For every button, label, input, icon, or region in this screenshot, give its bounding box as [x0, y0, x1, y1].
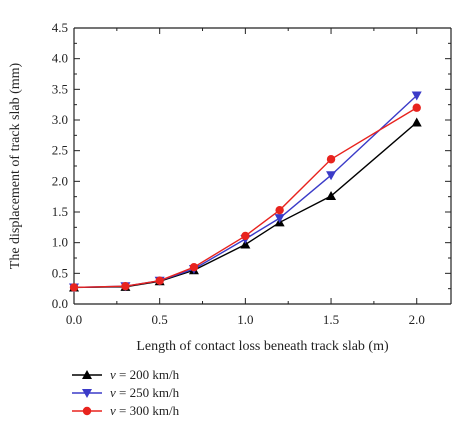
- y-tick-label: 1.5: [52, 204, 68, 219]
- data-point: [155, 276, 164, 285]
- data-point: [69, 283, 79, 292]
- data-point: [241, 231, 250, 241]
- y-tick-label: 0.0: [52, 296, 68, 311]
- legend-marker: [82, 370, 92, 379]
- legend-value: = 200 km/h: [116, 367, 180, 382]
- data-point: [189, 263, 199, 272]
- legend-label: v = 300 km/h: [110, 403, 180, 418]
- data-point: [412, 103, 421, 112]
- series-2: [69, 91, 422, 293]
- y-tick-label: 2.5: [52, 143, 68, 158]
- legend-value: = 300 km/h: [116, 403, 180, 418]
- y-tick-label: 3.5: [52, 81, 68, 96]
- data-point: [240, 239, 251, 249]
- data-point: [411, 117, 422, 127]
- legend-item-3: v = 300 km/h: [72, 403, 180, 418]
- x-tick-label: 1.5: [323, 312, 339, 327]
- data-point: [326, 155, 336, 164]
- x-tick-label: 0.5: [152, 312, 168, 327]
- data-point: [274, 214, 285, 224]
- plot-axes: 0.0 0.5 1.0 1.5 2.0 2.5 3.0 3.5 4.0 4.5 0.0 0.5 1.0 1…: [52, 20, 452, 327]
- y-tick-label: 4.0: [52, 51, 68, 66]
- series-line: [73, 107, 418, 289]
- legend-variable: v: [110, 385, 116, 400]
- data-point: [275, 205, 284, 215]
- legend-marker: [82, 406, 92, 416]
- data-point: [121, 282, 130, 291]
- x-axis-label: Length of contact loss beneath track sla…: [136, 339, 389, 354]
- series-1: [69, 117, 422, 292]
- data-point: [326, 171, 337, 181]
- legend-label: v = 250 km/h: [110, 385, 180, 400]
- series-line: [73, 94, 418, 289]
- y-tick-label: 1.0: [52, 235, 68, 250]
- legend-marker: [82, 389, 92, 398]
- legend-variable: v: [110, 403, 116, 418]
- series-3: [69, 103, 421, 292]
- series-layer: [69, 91, 422, 293]
- chart-legend: v = 200 km/hv = 250 km/hv = 300 km/h: [72, 367, 180, 418]
- y-axis-label: The displacement of track slab (mm): [8, 62, 23, 269]
- data-point: [326, 191, 337, 201]
- y-tick-label: 4.5: [52, 20, 68, 35]
- legend-item-1: v = 200 km/h: [72, 367, 180, 382]
- legend-variable: v: [110, 367, 116, 382]
- x-tick-label: 1.0: [237, 312, 253, 327]
- x-tick-label: 2.0: [409, 312, 425, 327]
- series-line: [73, 121, 418, 289]
- legend-label: v = 200 km/h: [110, 367, 180, 382]
- x-tick-label: 0.0: [66, 312, 82, 327]
- y-tick-label: 3.0: [52, 112, 68, 127]
- y-tick-label: 2.0: [52, 173, 68, 188]
- legend-item-2: v = 250 km/h: [72, 385, 180, 400]
- y-tick-label: 0.5: [52, 265, 68, 280]
- data-point: [411, 91, 422, 101]
- legend-value: = 250 km/h: [116, 385, 180, 400]
